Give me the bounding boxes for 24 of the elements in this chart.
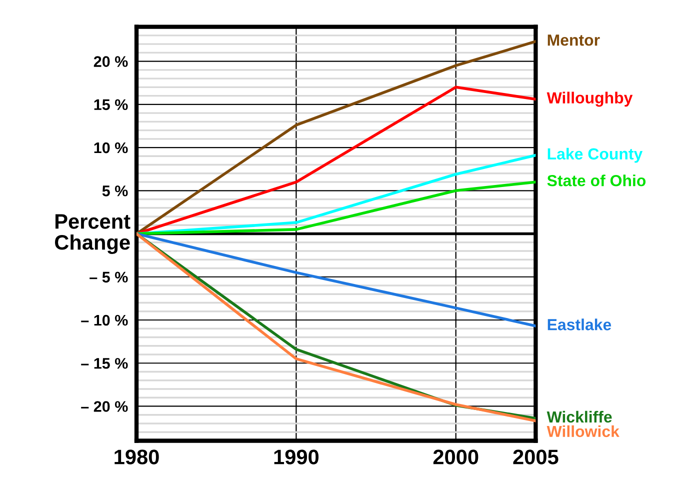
- y-tick-label: 10 %: [94, 142, 128, 154]
- series-label: State of Ohio: [547, 174, 646, 186]
- x-tick-label: 1980: [114, 450, 159, 464]
- y-tick-label: – 5 %: [90, 272, 128, 283]
- line-series: [136, 180, 536, 236]
- series-label: Willowick: [546, 425, 620, 438]
- y-tick-label: – 10 %: [81, 314, 128, 326]
- y-tick-label: 5 %: [102, 186, 128, 196]
- y-tick-label: 15 %: [94, 99, 128, 110]
- line-series: [136, 232, 536, 328]
- x-tick-label: 2005: [513, 450, 558, 464]
- series-label: Wickliffe: [546, 410, 612, 423]
- line-series: [136, 154, 536, 236]
- series-label: Lake County: [548, 148, 643, 163]
- y-tick-label: – 20 %: [81, 401, 128, 412]
- x-tick-label: 2000: [433, 450, 478, 464]
- line-series: [136, 86, 536, 236]
- x-tick-label: 1990: [274, 450, 319, 464]
- y-axis-title: Percent Change: [55, 214, 130, 254]
- series-label: Eastlake: [548, 318, 612, 330]
- y-tick-label: 20 %: [94, 56, 128, 67]
- series-label: Willoughby: [546, 92, 633, 107]
- series-label: Mentor: [548, 34, 600, 46]
- y-tick-label: – 15 %: [81, 358, 128, 369]
